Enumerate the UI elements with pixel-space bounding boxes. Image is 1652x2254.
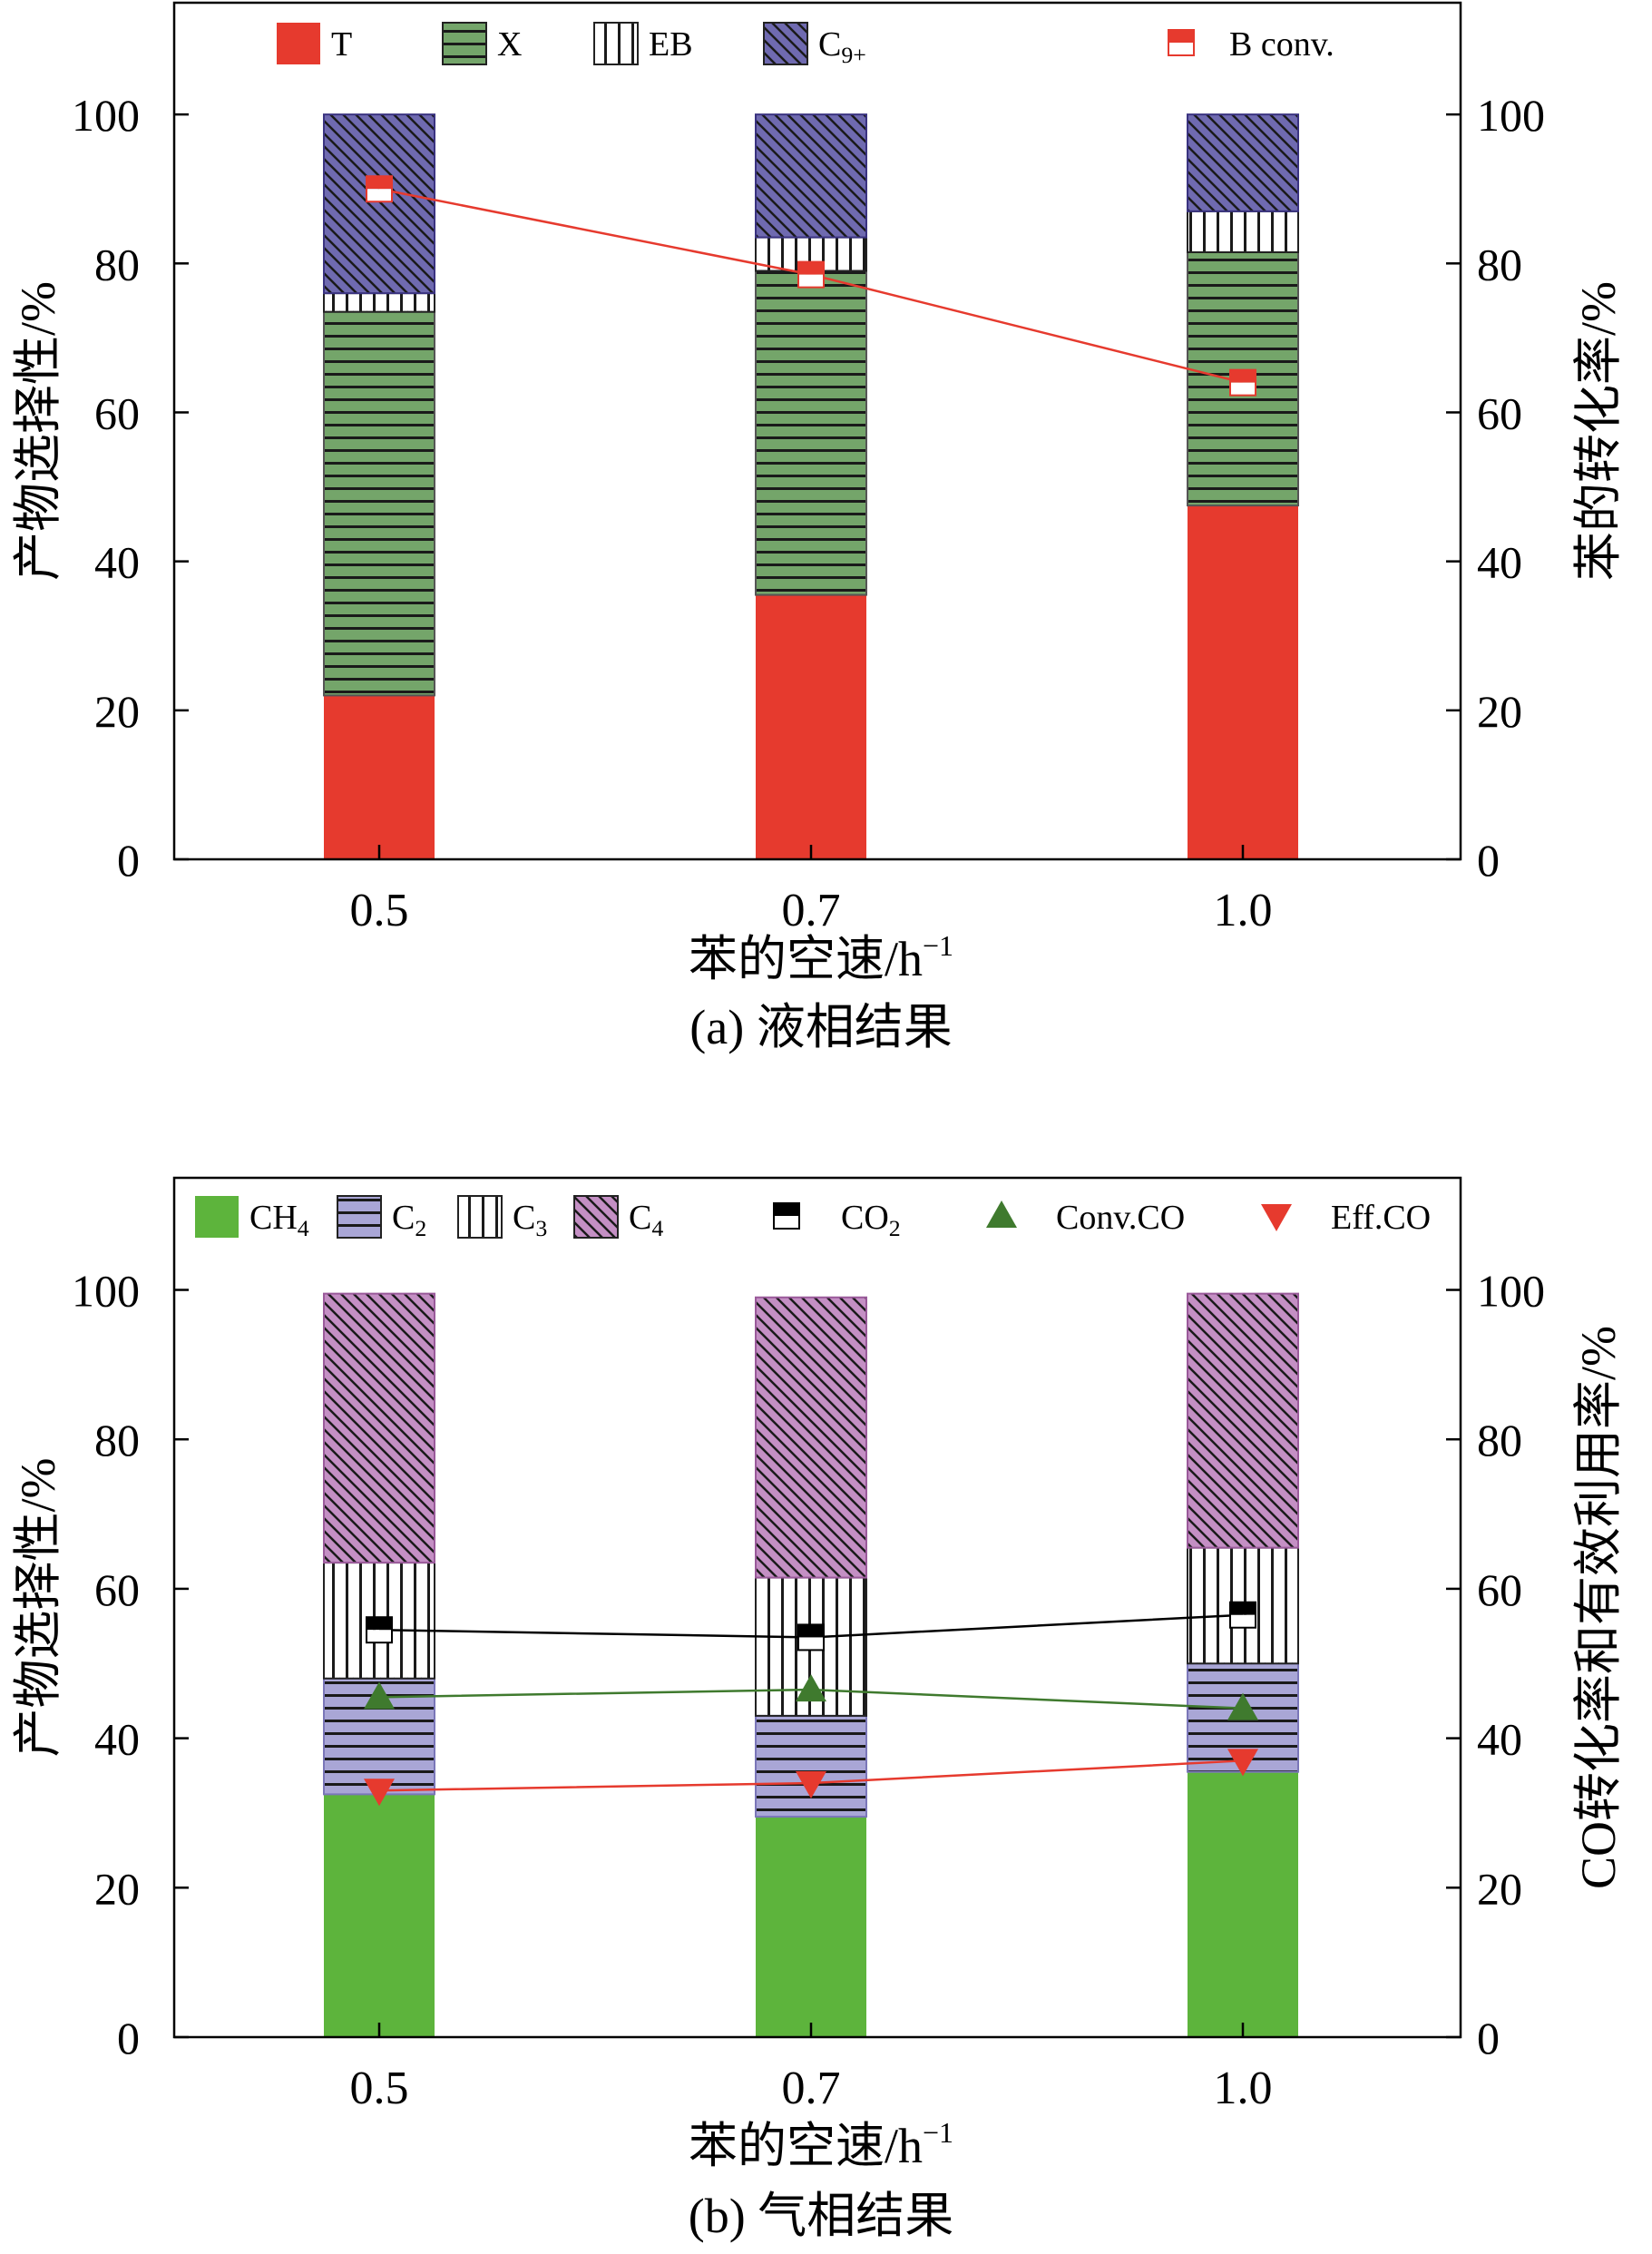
legend-swatch-c4 — [573, 1195, 619, 1239]
marker-co2-1-0 — [1229, 1601, 1256, 1629]
y-axis-label-left: 产物选择性/% — [11, 281, 65, 581]
ytick-label-right-80: 80 — [1477, 1415, 1522, 1465]
legend-label-c2: C2 — [392, 1199, 426, 1241]
legend-label-ch4: CH4 — [249, 1199, 309, 1241]
legend-label-b-conv: B conv. — [1229, 25, 1334, 64]
legend: T X EB C9+ B conv. — [277, 22, 1334, 68]
legend-swatch-t — [277, 23, 320, 64]
marker-co2-0-7 — [797, 1623, 825, 1651]
ytick-label-left-60: 60 — [94, 1564, 140, 1615]
bar-t-0-5 — [324, 695, 435, 859]
y-axis-label-left: 产物选择性/% — [11, 1458, 65, 1758]
xtick-label-0-7: 0.7 — [782, 885, 841, 936]
ytick-label-left-0: 0 — [117, 2013, 140, 2063]
ytick-label-left-80: 80 — [94, 239, 140, 289]
ytick-label-right-40: 40 — [1477, 537, 1522, 588]
ytick-label-left-20: 20 — [94, 686, 140, 737]
legend-swatch-c3 — [457, 1195, 503, 1239]
xtick-label-1-0: 1.0 — [1214, 2063, 1273, 2114]
marker-conv-co-0-7 — [796, 1674, 826, 1702]
bar-c4-0-5 — [323, 1292, 435, 1564]
marker-conv-co-1-0 — [1227, 1692, 1258, 1720]
bar-c4-0-7 — [755, 1296, 867, 1579]
ytick-label-left-40: 40 — [94, 1714, 140, 1765]
bar-c9-1-0 — [1187, 113, 1299, 212]
legend-label-co2: CO2 — [841, 1199, 901, 1241]
ytick-label-left-100: 100 — [72, 1266, 140, 1317]
legend-label-c3: C3 — [513, 1199, 547, 1241]
bar-t-0-7 — [756, 594, 866, 859]
legend-label-eff-co: Eff.CO — [1331, 1199, 1431, 1237]
panel-caption: (a) 液相结果 — [689, 1000, 952, 1054]
ytick-label-left-0: 0 — [117, 835, 140, 886]
legend-swatch-eb — [593, 22, 639, 65]
legend-swatch-x — [442, 22, 487, 65]
marker-eff-co-0-7 — [796, 1771, 826, 1799]
bar-x-0-7 — [755, 270, 867, 596]
ytick-label-right-60: 60 — [1477, 387, 1522, 438]
panel-a: 0 0 20 20 40 40 60 60 80 80 100 100 0.5 0.7 1.0 苯的空速/h−… — [11, 1, 1626, 1054]
legend-swatch-ch4 — [195, 1196, 239, 1238]
bar-eb-1-0 — [1187, 210, 1299, 253]
panel-caption: (b) 气相结果 — [689, 2189, 953, 2243]
marker-conv-co-0-5 — [364, 1681, 395, 1710]
xtick-label-0-5: 0.5 — [350, 885, 409, 936]
legend-label-t: T — [331, 25, 352, 64]
xtick-label-1-0: 1.0 — [1214, 885, 1273, 936]
x-axis-label: 苯的空速/h−1 — [689, 2116, 953, 2173]
ytick-label-right-80: 80 — [1477, 239, 1522, 289]
legend-label-c9: C9+ — [818, 25, 866, 68]
legend: CH4 C2 C3 C4 CO2 Conv.CO Eff.CO — [195, 1195, 1431, 1241]
marker-eff-co-1-0 — [1227, 1749, 1258, 1777]
legend-swatch-c2 — [337, 1195, 382, 1239]
ytick-label-right-20: 20 — [1477, 686, 1522, 737]
xtick-label-0-5: 0.5 — [350, 2063, 409, 2114]
bar-ch4-0-5 — [324, 1794, 435, 2037]
ytick-label-left-20: 20 — [94, 1863, 140, 1914]
ytick-label-right-100: 100 — [1477, 90, 1545, 141]
ytick-label-right-40: 40 — [1477, 1714, 1522, 1765]
ytick-label-right-60: 60 — [1477, 1564, 1522, 1615]
ytick-label-right-0: 0 — [1477, 2013, 1500, 2063]
ytick-label-left-80: 80 — [94, 1415, 140, 1465]
legend-marker-conv-co — [986, 1200, 1017, 1228]
bar-x-0-5 — [323, 310, 435, 697]
xtick-label-0-7: 0.7 — [782, 2063, 841, 2114]
bar-ch4-0-7 — [756, 1817, 866, 2037]
ytick-label-left-100: 100 — [72, 90, 140, 141]
ytick-label-right-100: 100 — [1477, 1266, 1545, 1317]
bar-ch4-1-0 — [1188, 1771, 1298, 2037]
plot-frame — [172, 1, 1462, 861]
legend-label-conv-co: Conv.CO — [1056, 1199, 1185, 1237]
marker-eff-co-0-5 — [364, 1779, 395, 1807]
marker-co2-0-5 — [366, 1616, 393, 1644]
legend-marker-co2 — [773, 1202, 800, 1230]
legend-label-eb: EB — [649, 25, 693, 64]
y-axis-label-right: CO转化率和有效利用率/% — [1571, 1326, 1626, 1889]
y-axis-label-right: 苯的转化率/% — [1571, 281, 1626, 581]
bar-t-1-0 — [1188, 505, 1298, 859]
bar-c9-0-7 — [755, 113, 867, 239]
ytick-label-right-20: 20 — [1477, 1863, 1522, 1914]
bar-eb-0-5 — [323, 292, 435, 313]
marker-b-conv-0-5 — [366, 175, 393, 203]
marker-b-conv-0-7 — [797, 260, 825, 289]
ytick-label-right-0: 0 — [1477, 835, 1500, 886]
bar-c4-1-0 — [1187, 1292, 1299, 1549]
legend-marker-eff-co — [1261, 1204, 1292, 1231]
x-axis-label: 苯的空速/h−1 — [689, 929, 953, 986]
legend-swatch-c9 — [763, 22, 808, 65]
legend-label-x: X — [497, 25, 522, 64]
legend-label-c4: C4 — [629, 1199, 663, 1241]
legend-marker-b-conv — [1168, 29, 1195, 56]
plot-frame — [172, 1176, 1462, 2039]
bar-c9-0-5 — [323, 113, 435, 295]
marker-b-conv-1-0 — [1229, 368, 1256, 397]
bar-c2-0-7 — [755, 1714, 867, 1818]
ytick-label-left-40: 40 — [94, 537, 140, 588]
ytick-label-left-60: 60 — [94, 387, 140, 438]
panel-b: 0 0 20 20 40 40 60 60 80 80 100 100 0.5 0.7 1.0 苯的空速/h−… — [11, 1176, 1626, 2243]
